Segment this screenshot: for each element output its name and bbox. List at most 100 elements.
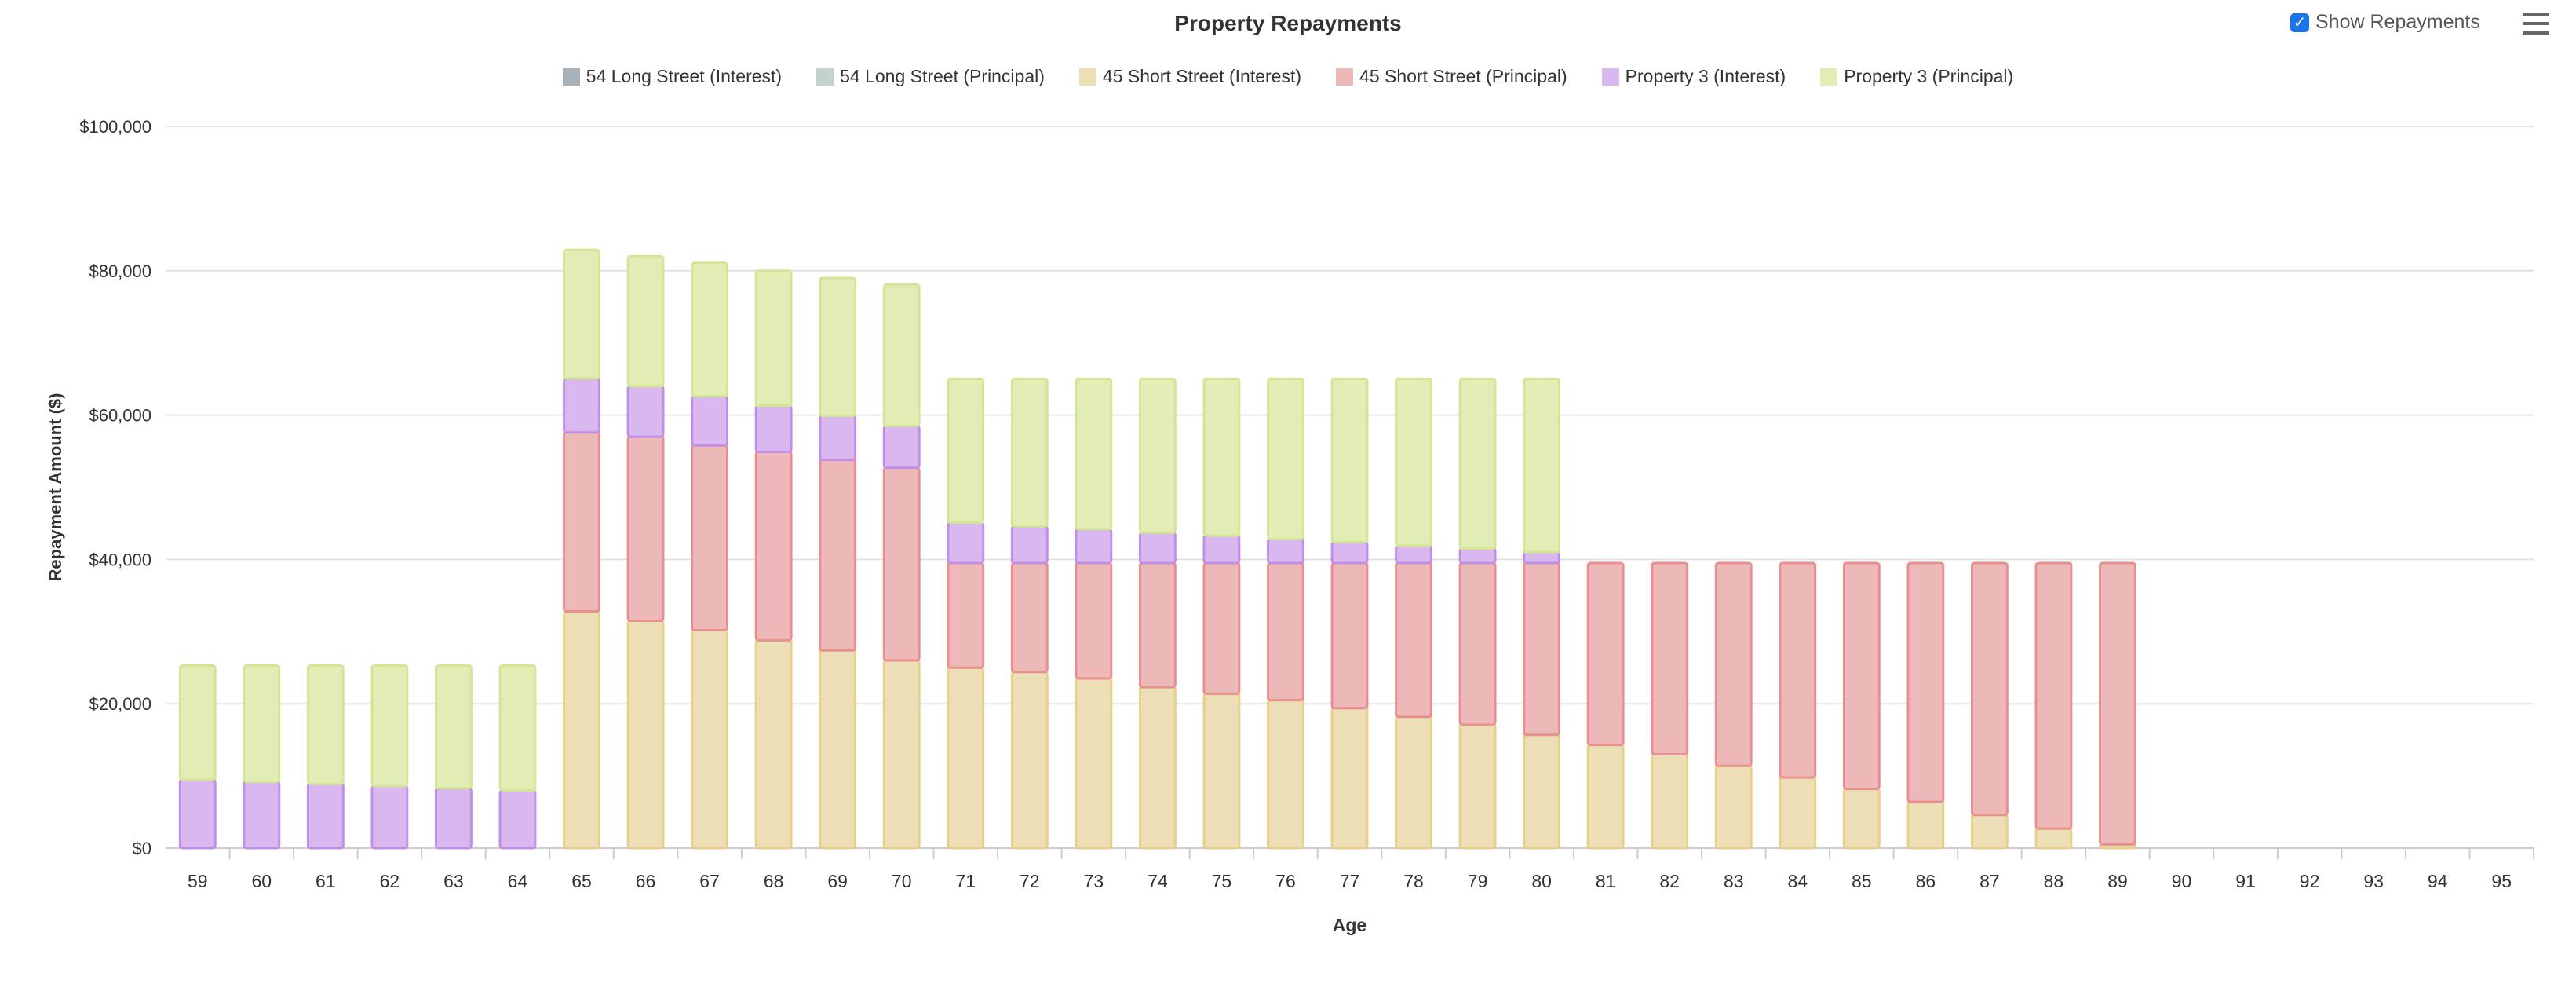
- y-tick-label: $40,000: [89, 550, 151, 569]
- x-tick-label: 71: [955, 871, 976, 891]
- bar-segment: [754, 450, 793, 642]
- legend-item[interactable]: 54 Long Street (Interest): [562, 66, 783, 87]
- chart-title: Property Repayments: [1174, 11, 1402, 35]
- chart-legend: 54 Long Street (Interest) 54 Long Street …: [0, 66, 2576, 87]
- legend-label: 45 Short Street (Interest): [1102, 66, 1302, 86]
- x-tick-label: 81: [1596, 871, 1616, 891]
- x-tick-label: 67: [699, 871, 720, 891]
- x-tick-label: 93: [2363, 871, 2384, 891]
- bar-segment: [819, 459, 857, 652]
- legend-swatch: [562, 68, 580, 86]
- x-tick-label: 63: [443, 871, 464, 891]
- bar-segment: [754, 269, 793, 408]
- bar-segment: [1586, 561, 1625, 747]
- bar-segment: [1010, 561, 1049, 674]
- bar-segment: [819, 649, 857, 850]
- bar-segment: [1714, 561, 1753, 767]
- legend-label: 54 Long Street (Interest): [586, 66, 783, 86]
- x-tick-label: 61: [316, 871, 336, 891]
- bar-segment: [947, 561, 985, 669]
- bar-segment: [882, 466, 921, 662]
- bar-segment: [306, 664, 345, 785]
- bar-segment: [370, 784, 409, 850]
- legend-label: 54 Long Street (Principal): [840, 66, 1045, 86]
- bar-segment: [1138, 378, 1177, 534]
- legend-item[interactable]: 45 Short Street (Principal): [1336, 66, 1567, 87]
- bar-segment: [1330, 540, 1369, 565]
- legend-item[interactable]: 45 Short Street (Interest): [1078, 66, 1302, 87]
- bar-segment: [947, 666, 985, 850]
- legend-item[interactable]: Property 3 (Interest): [1601, 66, 1786, 87]
- x-tick-label: 80: [1531, 871, 1552, 891]
- bar-segment: [1202, 561, 1241, 695]
- bar-segment: [1330, 707, 1369, 850]
- x-tick-label: 66: [636, 871, 656, 891]
- bar-segment: [819, 276, 857, 418]
- bar-segment: [691, 628, 729, 850]
- bar-segment: [882, 424, 921, 470]
- x-tick-label: 95: [2491, 871, 2512, 891]
- x-tick-label: 83: [1724, 871, 1744, 891]
- x-axis-title: Age: [1333, 915, 1366, 935]
- x-tick-label: 70: [892, 871, 912, 891]
- bar-segment: [2034, 827, 2073, 850]
- x-tick-label: 59: [188, 871, 208, 891]
- bar-segment: [1714, 764, 1753, 850]
- show-repayments-toggle[interactable]: ✓ Show Repayments: [2290, 11, 2480, 34]
- bar-segment: [1906, 561, 1945, 803]
- legend-item[interactable]: 54 Long Street (Principal): [816, 66, 1045, 87]
- bar-segment: [1842, 561, 1881, 791]
- bar-segment: [435, 664, 473, 790]
- bar-segment: [1523, 378, 1561, 554]
- bar-segment: [178, 664, 217, 781]
- bar-segment: [563, 431, 600, 613]
- bar-segment: [626, 620, 665, 850]
- bar-segment: [1906, 800, 1945, 850]
- bar-segment: [498, 788, 537, 850]
- x-tick-label: 64: [508, 871, 528, 891]
- bar-segment: [243, 664, 281, 783]
- bar-segment: [435, 787, 473, 850]
- bar-segment: [1458, 378, 1497, 550]
- bar-segment: [1075, 561, 1113, 680]
- x-tick-label: 60: [252, 871, 272, 891]
- y-tick-label: $100,000: [79, 117, 151, 137]
- bar-segment: [1075, 528, 1113, 565]
- bar-segment: [1651, 561, 1689, 756]
- bar-segment: [1970, 561, 2009, 817]
- x-tick-label: 76: [1275, 871, 1296, 891]
- hamburger-menu-icon[interactable]: [2523, 13, 2549, 35]
- x-tick-label: 94: [2428, 871, 2448, 891]
- legend-item[interactable]: Property 3 (Principal): [1820, 66, 2013, 87]
- bar-segment: [819, 415, 857, 462]
- bar-segment: [306, 782, 345, 850]
- bar-segment: [882, 659, 921, 850]
- bar-segment: [1010, 671, 1049, 850]
- checkbox-checked-icon[interactable]: ✓: [2290, 13, 2309, 32]
- bar-segment: [626, 385, 665, 438]
- x-tick-label: 91: [2235, 871, 2256, 891]
- bar-segment: [1523, 550, 1561, 565]
- bar-segment: [1267, 561, 1304, 702]
- legend-swatch: [1078, 68, 1096, 86]
- x-tick-label: 69: [827, 871, 848, 891]
- bar-segment: [1075, 677, 1113, 850]
- bar-segment: [1458, 561, 1497, 726]
- bar-segment: [1138, 531, 1177, 565]
- legend-label: Property 3 (Principal): [1844, 66, 2014, 86]
- x-tick-label: 86: [1916, 871, 1936, 891]
- bar-segment: [1330, 378, 1369, 543]
- bar-segment: [1267, 378, 1304, 541]
- bar-segment: [1395, 544, 1432, 565]
- bar-segment: [1458, 723, 1497, 850]
- bar-segment: [563, 610, 600, 850]
- bar-segment: [754, 404, 793, 453]
- bar-segment: [1138, 686, 1177, 850]
- bar-segment: [1779, 561, 1817, 779]
- bar-segment: [1779, 776, 1817, 850]
- x-tick-label: 92: [2300, 871, 2320, 891]
- bar-segment: [1267, 538, 1304, 565]
- legend-swatch: [816, 68, 834, 86]
- x-tick-label: 75: [1212, 871, 1232, 891]
- bar-segment: [498, 664, 537, 792]
